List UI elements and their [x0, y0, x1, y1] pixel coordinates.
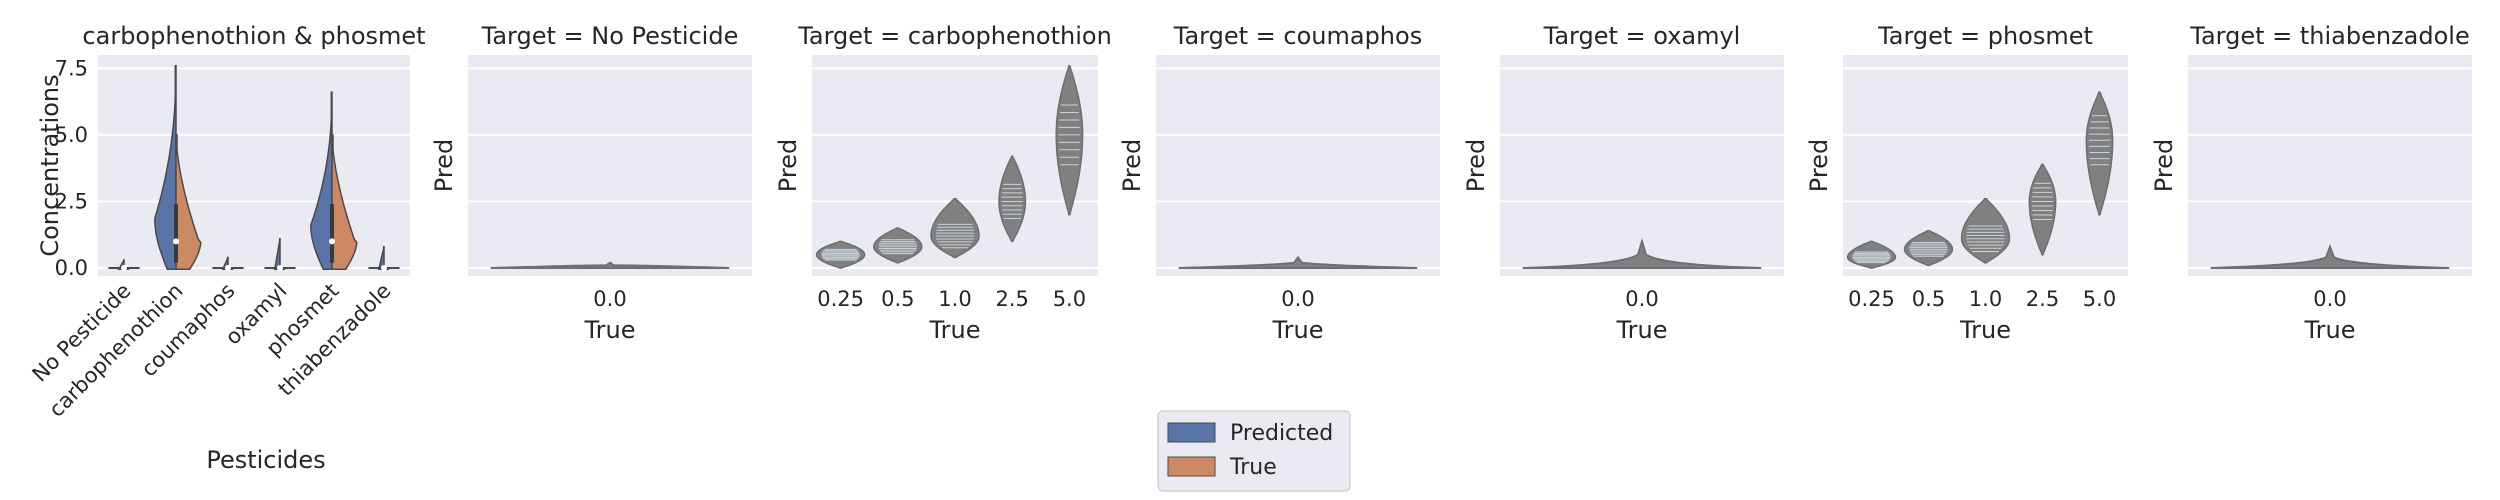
- y-axis-label: Concentrations: [36, 74, 64, 256]
- x-tick-label: 0.0: [593, 287, 626, 311]
- median-dot: [277, 265, 283, 272]
- y-tick-label: 7.5: [55, 56, 88, 80]
- violin: [2085, 91, 2114, 216]
- median-dot: [173, 238, 179, 245]
- x-tick-label: 0.0: [1625, 287, 1658, 311]
- violin: [2028, 163, 2057, 256]
- panel-title: Target = carbophenothion: [797, 22, 1112, 50]
- y-axis-label: Pred: [774, 139, 802, 192]
- violin-left: [273, 237, 281, 271]
- violin: [998, 155, 1027, 243]
- violin: [2210, 243, 2450, 270]
- plot-background: [468, 55, 752, 276]
- y-tick-label: 5.0: [55, 123, 88, 147]
- x-axis-label: True: [1959, 316, 2011, 344]
- x-tick-label: 0.0: [1281, 287, 1314, 311]
- y-axis-label: Pred: [1805, 139, 1833, 192]
- violin-left: [377, 245, 385, 271]
- panel-title: Target = oxamyl: [1543, 22, 1741, 50]
- violin: [1055, 64, 1084, 216]
- x-tick-label: 1.0: [938, 287, 971, 311]
- x-axis-label: True: [929, 316, 981, 344]
- x-tick-label: 0.5: [881, 287, 914, 311]
- violin: [1178, 255, 1418, 270]
- panel-5: Target = oxamyl Pred 0.0 True: [1462, 22, 1784, 344]
- x-tick-label: 0.25: [1848, 287, 1895, 311]
- legend-label: True: [1229, 455, 1277, 480]
- violin: [1960, 198, 2011, 264]
- x-tick-label: 2.5: [995, 287, 1028, 311]
- y-tick-label: 0.0: [55, 256, 88, 280]
- panel-6: Target = phosmet Pred 0.25 0.5 1.0 2.5 5.0 True: [1805, 22, 2128, 344]
- violin: [930, 198, 980, 259]
- x-tick-label: 0.0: [2313, 287, 2346, 311]
- legend-swatch: [1167, 422, 1216, 443]
- x-tick-label: 0.25: [817, 287, 864, 311]
- x-axis-label: True: [1272, 316, 1324, 344]
- median-dot: [121, 265, 127, 272]
- plot-background: [1156, 55, 1440, 276]
- panel-7: Target = thiabenzadole Pred 0.0 True: [2150, 22, 2472, 344]
- x-axis-label: True: [1616, 316, 1668, 344]
- panel-2: Target = No Pesticide Pred 0.0 True: [430, 22, 752, 344]
- legend: Predicted True: [1157, 410, 1351, 492]
- panel-title: carbophenothion & phosmet: [82, 22, 425, 50]
- legend-label: Predicted: [1230, 421, 1333, 446]
- x-tick-label: 5.0: [1053, 287, 1086, 311]
- panel-3: Target = carbophenothion Pred 0.25 0.5 1.0 2.…: [774, 22, 1112, 344]
- y-tick-label: 2.5: [55, 189, 88, 213]
- x-tick-label: 2.5: [2026, 287, 2059, 311]
- panel-title: Target = thiabenzadole: [2189, 22, 2469, 50]
- y-axis-label: Pred: [1118, 139, 1146, 192]
- panel-1: carbophenothion & phosmet Concentrations0…: [28, 22, 426, 474]
- y-axis-label: Pred: [1462, 139, 1490, 192]
- median-dot: [225, 265, 231, 272]
- y-axis-label: Pred: [430, 139, 458, 192]
- x-axis-label: True: [584, 316, 636, 344]
- panel-title: Target = coumaphos: [1173, 22, 1422, 50]
- plot-background: [98, 55, 410, 276]
- median-dot: [381, 265, 387, 272]
- plot-background: [2188, 55, 2472, 276]
- x-tick-label: 5.0: [2083, 287, 2116, 311]
- panel-title: Target = No Pesticide: [481, 22, 739, 50]
- panel-4: Target = coumaphos Pred 0.0 True: [1118, 22, 1440, 344]
- x-tick-label: 0.5: [1912, 287, 1945, 311]
- panel-title: Target = phosmet: [1877, 22, 2093, 50]
- median-dot: [329, 238, 335, 245]
- x-axis-label: True: [2304, 316, 2356, 344]
- violin: [1522, 237, 1762, 270]
- x-tick-label: 1.0: [1969, 287, 2002, 311]
- y-axis-label: Pred: [2150, 139, 2178, 192]
- legend-swatch: [1167, 456, 1216, 477]
- x-axis-label: Pesticides: [206, 446, 325, 474]
- violin: [490, 261, 730, 270]
